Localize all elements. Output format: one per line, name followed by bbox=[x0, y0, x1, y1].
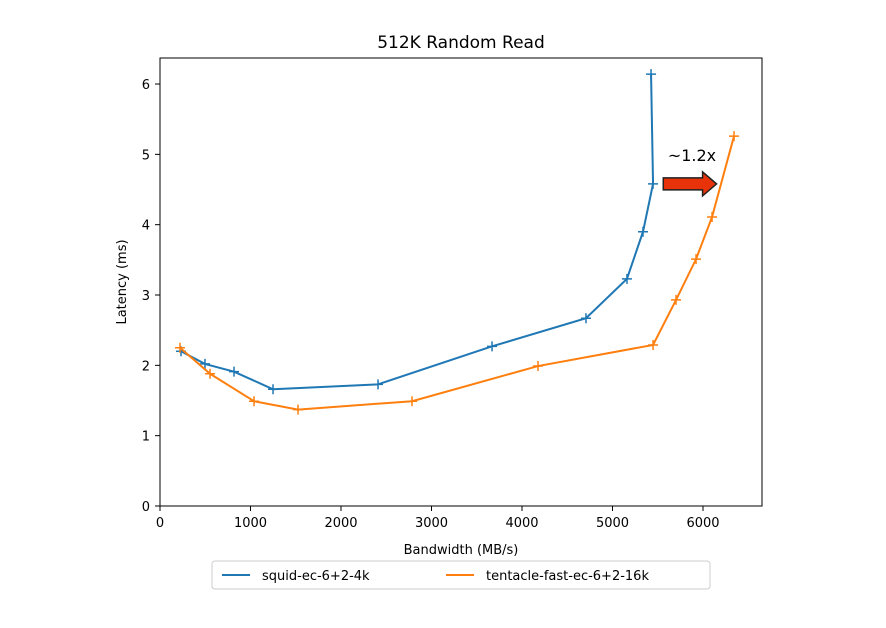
x-tick-label: 6000 bbox=[686, 516, 719, 531]
y-tick-label: 5 bbox=[142, 148, 150, 163]
data-point bbox=[229, 366, 240, 377]
y-tick-label: 6 bbox=[142, 78, 150, 93]
data-point bbox=[373, 379, 384, 390]
data-point bbox=[691, 254, 702, 265]
y-axis-label: Latency (ms) bbox=[115, 239, 130, 324]
data-point bbox=[533, 361, 544, 372]
x-tick-label: 5000 bbox=[596, 516, 629, 531]
annotation-label: ~1.2x bbox=[668, 146, 716, 165]
x-tick-label: 2000 bbox=[324, 516, 357, 531]
x-tick-label: 3000 bbox=[415, 516, 448, 531]
data-point bbox=[407, 396, 418, 407]
legend-label-tentacle: tentacle-fast-ec-6+2-16k bbox=[486, 569, 649, 584]
data-point bbox=[175, 342, 186, 353]
y-tick-label: 3 bbox=[142, 289, 150, 304]
data-point bbox=[671, 294, 682, 305]
data-point bbox=[646, 69, 657, 80]
data-point bbox=[268, 384, 279, 395]
data-point bbox=[637, 226, 648, 237]
x-axis-label: Bandwidth (MB/s) bbox=[404, 543, 519, 558]
x-tick-label: 0 bbox=[156, 516, 164, 531]
legend: squid-ec-6+2-4k tentacle-fast-ec-6+2-16k bbox=[211, 560, 711, 590]
data-point bbox=[293, 404, 304, 415]
y-tick-label: 0 bbox=[142, 500, 150, 515]
x-tick-label: 1000 bbox=[234, 516, 267, 531]
data-point bbox=[199, 358, 210, 369]
series-line-0 bbox=[180, 74, 655, 391]
y-tick-label: 1 bbox=[142, 430, 150, 445]
chart-title: 512K Random Read bbox=[377, 33, 545, 53]
data-point bbox=[580, 313, 591, 324]
plot-area bbox=[159, 57, 763, 507]
y-tick-label: 4 bbox=[142, 219, 150, 234]
data-point bbox=[249, 396, 260, 407]
data-point bbox=[648, 339, 659, 350]
legend-label-squid: squid-ec-6+2-4k bbox=[262, 569, 370, 584]
x-tick-label: 4000 bbox=[505, 516, 538, 531]
data-point bbox=[729, 131, 740, 142]
y-tick-label: 2 bbox=[142, 359, 150, 374]
data-point bbox=[648, 178, 659, 189]
arrow-icon bbox=[662, 170, 718, 198]
data-point bbox=[621, 273, 632, 284]
data-point bbox=[487, 341, 498, 352]
data-point bbox=[707, 211, 718, 222]
series-line-1 bbox=[179, 135, 736, 411]
data-point bbox=[205, 368, 216, 379]
